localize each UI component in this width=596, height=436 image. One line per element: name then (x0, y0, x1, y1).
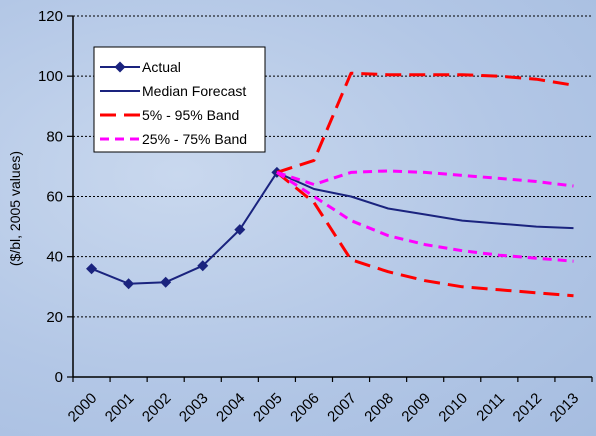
x-tick-label-2013: 2013 (547, 390, 583, 426)
series-line-1 (276, 171, 574, 230)
y-tick-labels: 0 20 40 60 80 100 120 (38, 8, 63, 386)
series-line-2 (276, 71, 574, 174)
actual-marker-2004 (234, 224, 246, 236)
x-tick-label-2010: 2010 (435, 390, 471, 426)
y-tick-label-80: 80 (46, 128, 63, 145)
actual-marker-2002 (160, 276, 172, 288)
y-tick-label-20: 20 (46, 309, 63, 326)
legend-label-3: 25% - 75% Band (142, 131, 247, 147)
x-tick-label-2006: 2006 (287, 390, 323, 426)
x-tick-label-2005: 2005 (250, 390, 286, 426)
legend-marker-diamond (114, 61, 126, 73)
legend-label-0: Actual (142, 59, 181, 75)
legend-label-1: Median Forecast (142, 83, 246, 99)
y-tick-label-100: 100 (38, 68, 63, 85)
series-lines (86, 71, 574, 298)
series-line-4 (276, 169, 574, 188)
y-tick-label-40: 40 (46, 249, 63, 266)
x-tick-label-2002: 2002 (139, 390, 175, 426)
legend-label-2: 5% - 95% Band (142, 107, 239, 123)
actual-marker-2000 (86, 263, 98, 275)
series-line-5 (276, 171, 574, 263)
x-tick-label-2009: 2009 (398, 390, 434, 426)
x-tick-label-2012: 2012 (510, 390, 546, 426)
series-line-0 (91, 171, 278, 285)
y-tick-label-0: 0 (55, 369, 63, 386)
actual-marker-2001 (123, 278, 135, 290)
y-tick-label-120: 120 (38, 8, 63, 25)
y-tick-label-60: 60 (46, 189, 63, 206)
x-tick-label-2004: 2004 (213, 390, 249, 426)
x-tick-label-2011: 2011 (473, 390, 508, 425)
x-tick-label-2000: 2000 (65, 390, 101, 426)
x-tick-label-2008: 2008 (361, 390, 397, 426)
axes (67, 15, 593, 382)
x-tick-labels: 2000 2001 2002 2003 2004 2005 2006 2007 2008 2009… (65, 390, 583, 426)
legend: Actual Median Forecast 5% - 95% Band 25% - … (93, 46, 266, 153)
x-tick-label-2003: 2003 (176, 390, 212, 426)
y-axis-title: ($/bl, 2005 values) (7, 151, 23, 266)
series-line-3 (275, 171, 574, 298)
x-tick-label-2001: 2001 (102, 390, 138, 426)
actual-marker-2003 (197, 260, 209, 272)
x-tick-label-2007: 2007 (324, 390, 360, 426)
